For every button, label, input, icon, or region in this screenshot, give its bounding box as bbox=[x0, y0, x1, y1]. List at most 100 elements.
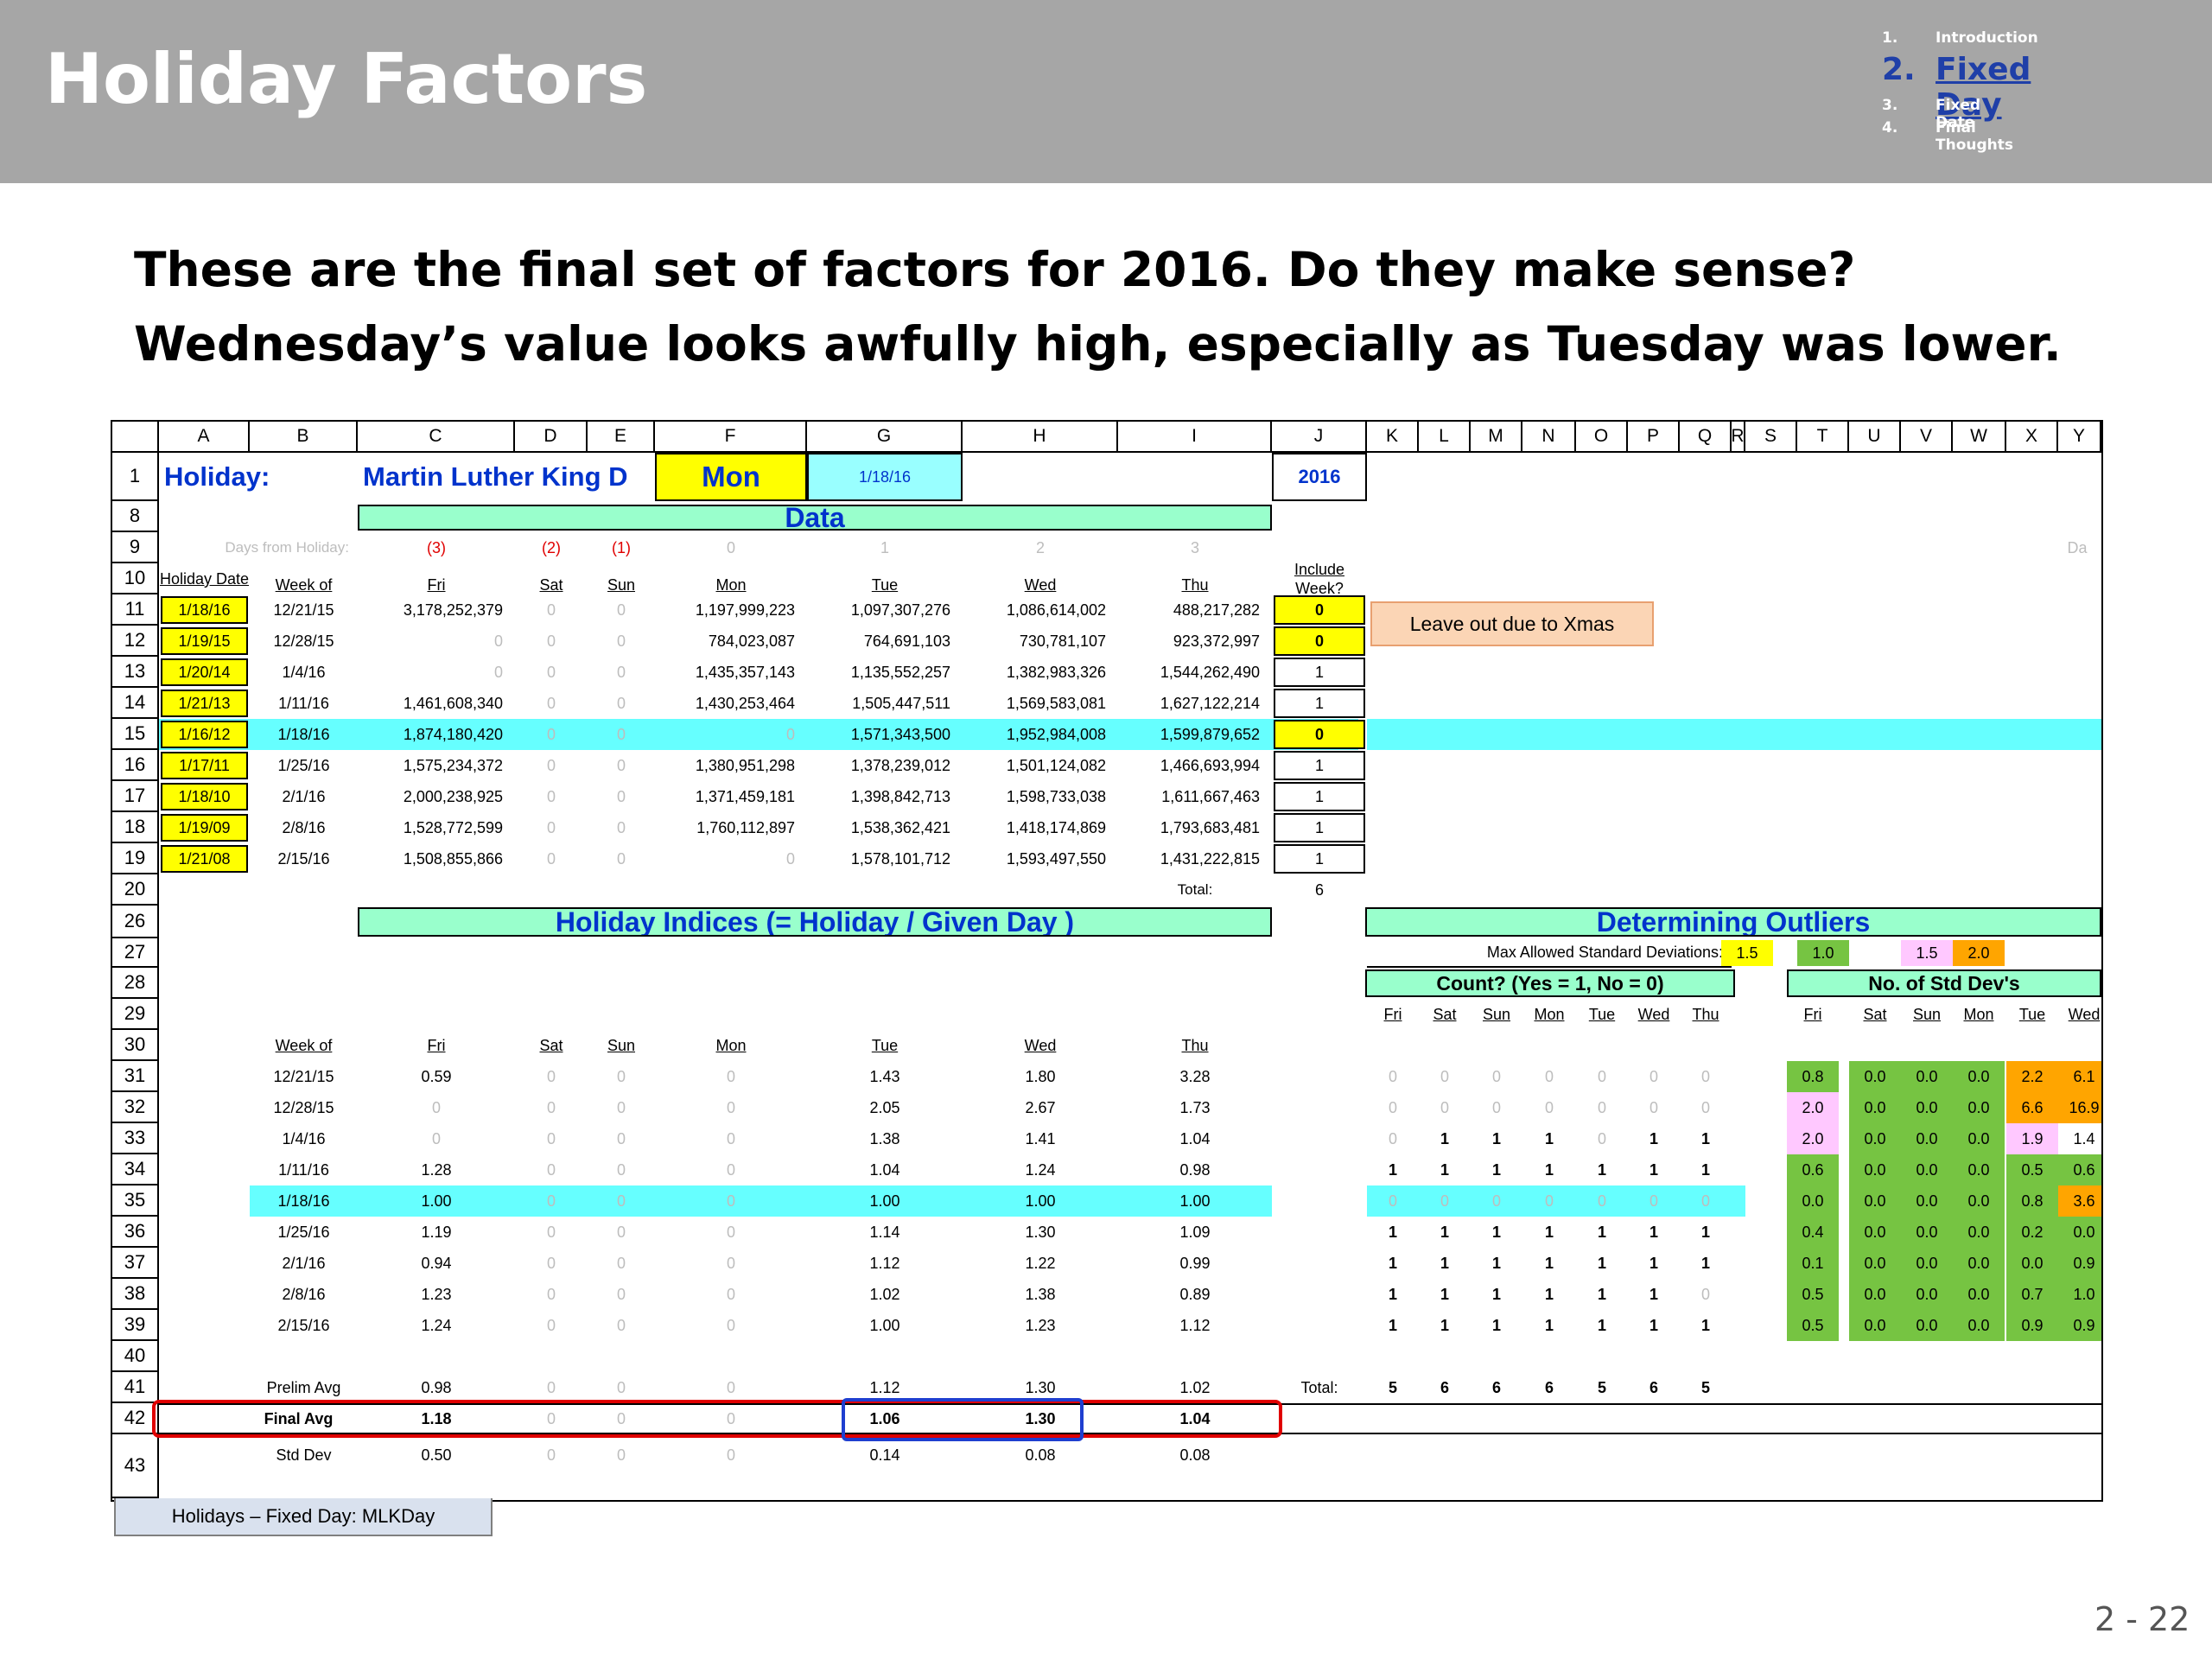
column-header-q[interactable]: Q bbox=[1680, 422, 1732, 453]
row-header-14[interactable]: 14 bbox=[112, 688, 159, 719]
index-value-cell: 0 bbox=[546, 1285, 556, 1303]
column-header-b[interactable]: B bbox=[250, 422, 358, 453]
row-header-12[interactable]: 12 bbox=[112, 626, 159, 657]
include-week-cell[interactable]: 0 bbox=[1274, 720, 1365, 749]
row-header-43[interactable]: 43 bbox=[112, 1434, 159, 1498]
include-week-cell[interactable]: 1 bbox=[1274, 782, 1365, 811]
max-std-value[interactable]: 2.0 bbox=[1953, 940, 2005, 966]
row-header-30[interactable]: 30 bbox=[112, 1030, 159, 1061]
holiday-date-cell: 1/16/12 bbox=[161, 721, 248, 748]
row-header-20[interactable]: 20 bbox=[112, 874, 159, 906]
include-week-cell[interactable]: 0 bbox=[1274, 626, 1365, 656]
row-header-35[interactable]: 35 bbox=[112, 1185, 159, 1217]
std-dev-cell: 1.9 bbox=[2006, 1123, 2058, 1154]
column-header-k[interactable]: K bbox=[1367, 422, 1419, 453]
row-header-33[interactable]: 33 bbox=[112, 1123, 159, 1154]
column-header-u[interactable]: U bbox=[1849, 422, 1901, 453]
data-value-cell: 0 bbox=[546, 601, 556, 619]
column-header-t[interactable]: T bbox=[1797, 422, 1849, 453]
count-cell: 1 bbox=[1388, 1316, 1397, 1334]
column-header-l[interactable]: L bbox=[1419, 422, 1471, 453]
column-header-a[interactable]: A bbox=[159, 422, 250, 453]
week-of-cell: 1/18/16 bbox=[277, 725, 330, 743]
data-value-cell: 1,466,693,994 bbox=[1160, 756, 1260, 774]
column-header-f[interactable]: F bbox=[655, 422, 807, 453]
count-cell: 0 bbox=[1597, 1192, 1606, 1210]
row-header-11[interactable]: 11 bbox=[112, 594, 159, 626]
row-header-15[interactable]: 15 bbox=[112, 719, 159, 750]
prelim-avg-label: Prelim Avg bbox=[266, 1378, 341, 1396]
sheet-tab[interactable]: Holidays – Fixed Day: MLKDay bbox=[114, 1498, 493, 1536]
row-header-41[interactable]: 41 bbox=[112, 1372, 159, 1403]
day-header-mon: Mon bbox=[715, 576, 747, 594]
index-week-of-header: Week of bbox=[275, 1036, 333, 1054]
row-header-37[interactable]: 37 bbox=[112, 1248, 159, 1279]
row-header-19[interactable]: 19 bbox=[112, 843, 159, 874]
row-header-39[interactable]: 39 bbox=[112, 1310, 159, 1341]
column-header-w[interactable]: W bbox=[1953, 422, 2006, 453]
index-week-cell: 12/21/15 bbox=[273, 1067, 334, 1085]
include-week-cell[interactable]: 1 bbox=[1274, 751, 1365, 780]
std-dev-cell: 0.6 bbox=[2058, 1154, 2101, 1185]
index-value-cell: 0 bbox=[546, 1223, 556, 1241]
std-dev-cell: 0.0 bbox=[1953, 1061, 2005, 1092]
select-all-corner[interactable] bbox=[112, 422, 159, 453]
row-header-18[interactable]: 18 bbox=[112, 812, 159, 843]
column-header-d[interactable]: D bbox=[515, 422, 588, 453]
row-header-32[interactable]: 32 bbox=[112, 1092, 159, 1123]
count-cell: 1 bbox=[1700, 1254, 1710, 1272]
row-header-40[interactable]: 40 bbox=[112, 1341, 159, 1372]
column-header-x[interactable]: X bbox=[2006, 422, 2058, 453]
column-header-y[interactable]: Y bbox=[2058, 422, 2101, 453]
row-header-31[interactable]: 31 bbox=[112, 1061, 159, 1092]
include-week-cell[interactable]: 1 bbox=[1274, 813, 1365, 842]
column-header-e[interactable]: E bbox=[588, 422, 655, 453]
include-week-cell[interactable]: 0 bbox=[1274, 595, 1365, 625]
row-header-17[interactable]: 17 bbox=[112, 781, 159, 812]
row-header-26[interactable]: 26 bbox=[112, 906, 159, 938]
row-header-8[interactable]: 8 bbox=[112, 501, 159, 532]
row-header-1[interactable]: 1 bbox=[112, 453, 159, 501]
row-header-28[interactable]: 28 bbox=[112, 968, 159, 999]
column-header-r[interactable]: R bbox=[1732, 422, 1745, 453]
row-header-34[interactable]: 34 bbox=[112, 1154, 159, 1185]
column-header-o[interactable]: O bbox=[1576, 422, 1628, 453]
max-std-value[interactable]: 1.5 bbox=[1901, 940, 1953, 966]
include-week-cell[interactable]: 1 bbox=[1274, 658, 1365, 687]
column-header-v[interactable]: V bbox=[1901, 422, 1953, 453]
index-value-cell: 1.38 bbox=[1025, 1285, 1056, 1303]
row-header-13[interactable]: 13 bbox=[112, 657, 159, 688]
row-header-10[interactable]: 10 bbox=[112, 563, 159, 594]
std-dev-cell: 0.0 bbox=[1849, 1248, 1901, 1279]
row-header-16[interactable]: 16 bbox=[112, 750, 159, 781]
column-header-i[interactable]: I bbox=[1118, 422, 1272, 453]
column-header-n[interactable]: N bbox=[1522, 422, 1576, 453]
max-std-value[interactable]: 1.5 bbox=[1721, 940, 1773, 966]
column-header-h[interactable]: H bbox=[963, 422, 1118, 453]
column-header-c[interactable]: C bbox=[358, 422, 515, 453]
row-header-29[interactable]: 29 bbox=[112, 999, 159, 1030]
std-dev-cell: 0.5 bbox=[1787, 1279, 1839, 1310]
row-header-36[interactable]: 36 bbox=[112, 1217, 159, 1248]
count-cell: 1 bbox=[1440, 1160, 1449, 1179]
column-header-p[interactable]: P bbox=[1628, 422, 1680, 453]
max-std-value[interactable]: 1.0 bbox=[1797, 940, 1849, 966]
row-header-27[interactable]: 27 bbox=[112, 938, 159, 968]
data-value-cell: 0 bbox=[616, 725, 626, 743]
column-header-j[interactable]: J bbox=[1272, 422, 1367, 453]
week-of-cell: 2/8/16 bbox=[282, 818, 326, 836]
count-cell: 0 bbox=[1597, 1098, 1606, 1116]
row-header-38[interactable]: 38 bbox=[112, 1279, 159, 1310]
column-header-g[interactable]: G bbox=[807, 422, 963, 453]
holiday-date-cell: 1/19/09 bbox=[161, 814, 248, 842]
column-header-s[interactable]: S bbox=[1745, 422, 1797, 453]
data-value-cell: 1,398,842,713 bbox=[850, 787, 950, 805]
column-header-m[interactable]: M bbox=[1471, 422, 1522, 453]
include-week-cell[interactable]: 1 bbox=[1274, 689, 1365, 718]
include-week-cell[interactable]: 1 bbox=[1274, 844, 1365, 874]
row-header-9[interactable]: 9 bbox=[112, 532, 159, 563]
row-header-42[interactable]: 42 bbox=[112, 1403, 159, 1434]
index-value-cell: 0 bbox=[546, 1254, 556, 1272]
count-day-header: Mon bbox=[1534, 1005, 1565, 1023]
holiday-date-cell: 1/18/10 bbox=[161, 783, 248, 810]
